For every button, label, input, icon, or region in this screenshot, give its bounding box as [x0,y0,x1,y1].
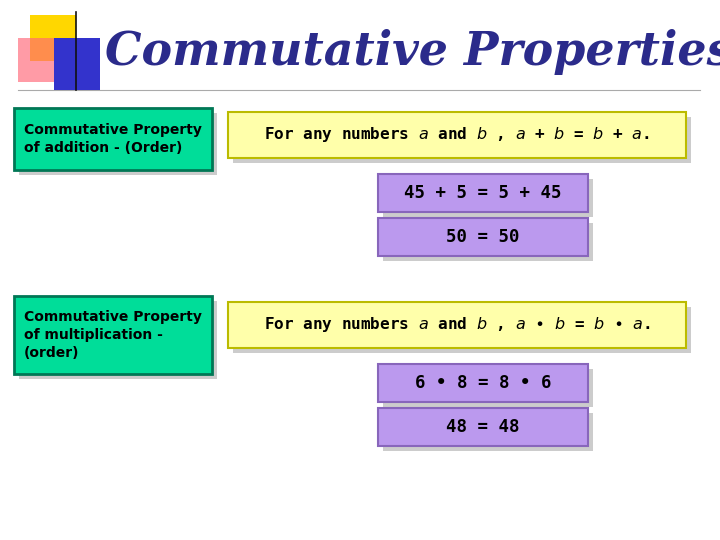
FancyBboxPatch shape [378,218,588,256]
Bar [30,15,76,61]
FancyBboxPatch shape [14,108,212,170]
FancyBboxPatch shape [19,113,217,175]
Text: For any numbers $\mathit{a}$ and $\mathit{b}$ , $\mathit{a}$ + $\mathit{b}$ = $\: For any numbers $\mathit{a}$ and $\mathi… [264,125,650,145]
FancyBboxPatch shape [378,174,588,212]
FancyBboxPatch shape [19,301,217,379]
Text: For any numbers $\mathit{a}$ and $\mathit{b}$ , $\mathit{a}$ $\bullet$ $\mathit{: For any numbers $\mathit{a}$ and $\mathi… [264,315,650,334]
FancyBboxPatch shape [383,223,593,261]
Text: 6 • 8 = 8 • 6: 6 • 8 = 8 • 6 [415,374,552,392]
Text: Commutative Property
of multiplication -
(order): Commutative Property of multiplication -… [24,309,202,360]
FancyBboxPatch shape [378,364,588,402]
FancyBboxPatch shape [228,302,686,348]
Text: Commutative Property
of addition - (Order): Commutative Property of addition - (Orde… [24,123,202,155]
FancyBboxPatch shape [14,296,212,374]
Bar [18,38,68,82]
FancyBboxPatch shape [233,307,691,353]
Text: 50 = 50: 50 = 50 [446,228,520,246]
FancyBboxPatch shape [383,369,593,407]
FancyBboxPatch shape [233,117,691,163]
FancyBboxPatch shape [383,179,593,217]
Text: 45 + 5 = 5 + 45: 45 + 5 = 5 + 45 [404,184,562,202]
Text: Commutative Properties: Commutative Properties [105,29,720,75]
Text: 48 = 48: 48 = 48 [446,418,520,436]
Bar [54,38,100,90]
FancyBboxPatch shape [378,408,588,446]
FancyBboxPatch shape [383,413,593,451]
FancyBboxPatch shape [228,112,686,158]
